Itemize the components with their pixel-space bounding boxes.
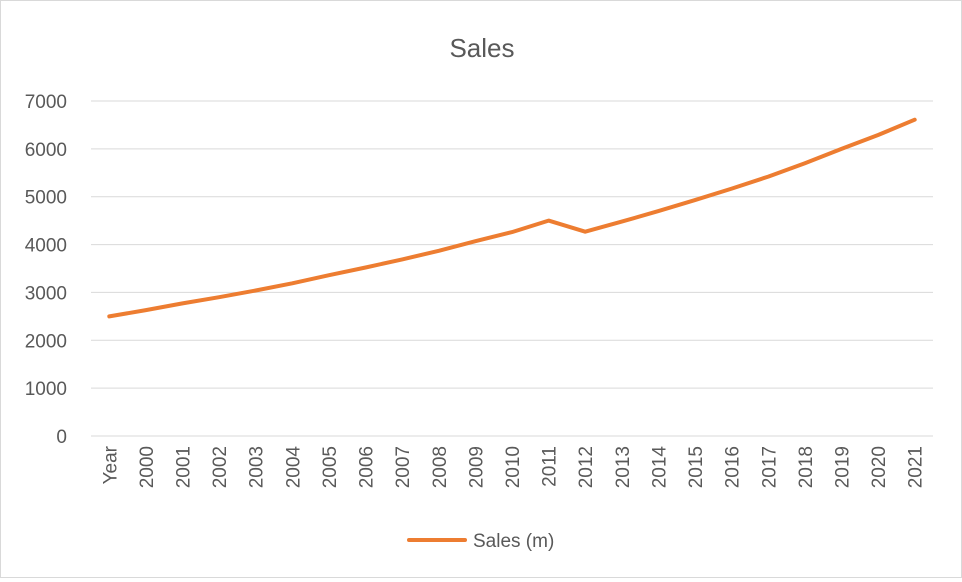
x-tick-label: 2013 [613,446,634,488]
x-tick-label: 2001 [174,446,195,488]
x-tick-label: 2000 [137,446,158,488]
x-tick-label: 2008 [430,446,451,488]
x-axis-tick-labels: Year 2000 2001 2002 2003 2004 2005 2006 2007 2008… [100,445,926,488]
x-tick-label: 2018 [796,446,817,488]
x-tick-label: 2009 [466,446,487,488]
series-line [107,117,917,319]
x-tick-label: Year [100,445,121,484]
x-tick-label: 2002 [210,446,231,488]
y-tick-label: 1000 [25,379,67,400]
x-tick-label: 2017 [759,446,780,488]
y-tick-label: 5000 [25,188,67,209]
x-tick-label: 2005 [320,446,341,488]
chart-title: Sales [449,33,514,63]
x-tick-label: 2003 [247,446,268,488]
x-tick-label: 2011 [540,446,561,487]
x-tick-label: 2015 [686,446,707,488]
gridlines [91,100,933,437]
y-tick-label: 6000 [25,140,67,161]
series-lines [107,117,917,319]
x-tick-label: 2014 [649,446,670,489]
x-tick-label: 2021 [906,446,927,488]
x-tick-label: 2016 [723,446,744,488]
x-tick-label: 2006 [357,446,378,488]
y-tick-label: 4000 [25,236,67,257]
x-tick-label: 2019 [832,446,853,488]
legend-label: Sales (m) [473,531,554,552]
y-tick-label: 3000 [25,283,67,304]
y-axis-tick-labels: 0 1000 2000 3000 4000 5000 6000 7000 [25,92,67,448]
legend: Sales (m) [407,531,554,552]
x-tick-label: 2007 [393,446,414,488]
x-tick-label: 2010 [503,446,524,488]
y-tick-label: 2000 [25,331,67,352]
y-tick-label: 0 [56,427,67,448]
x-tick-label: 2020 [869,446,890,488]
x-tick-label: 2012 [576,446,597,488]
x-tick-label: 2004 [283,446,304,489]
y-tick-label: 7000 [25,92,67,113]
